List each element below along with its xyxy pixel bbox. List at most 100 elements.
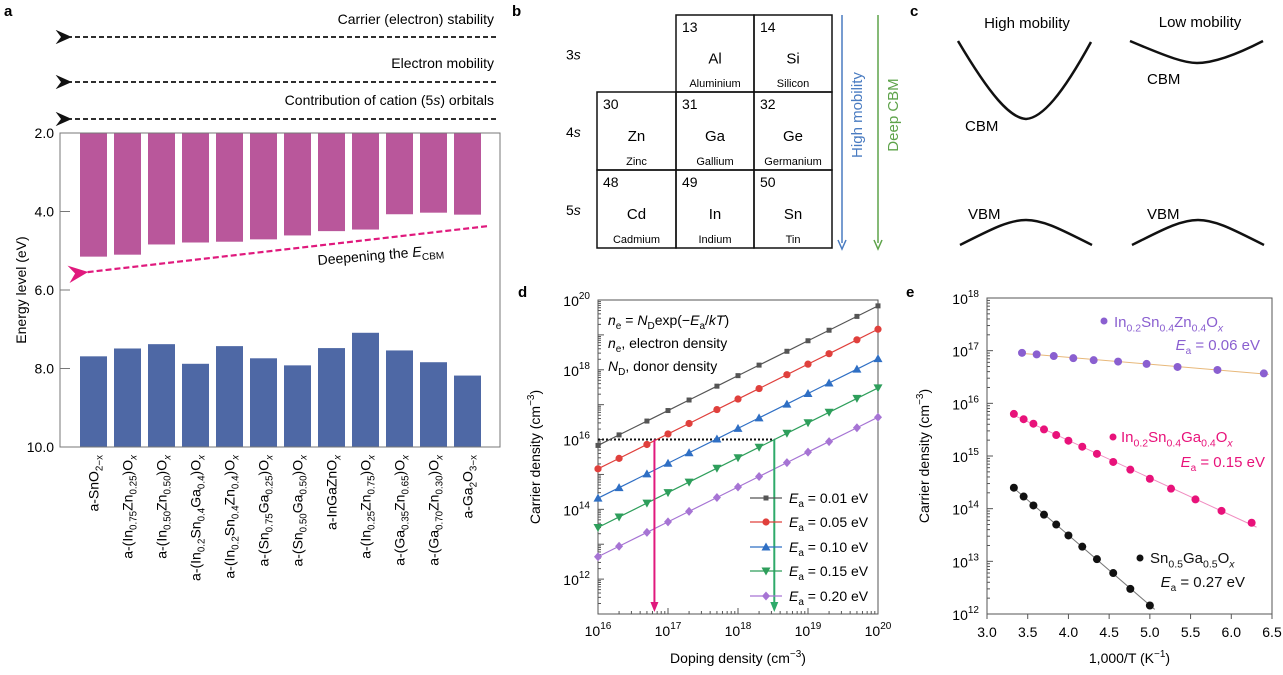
y-axis-label: Energy level (eV): [13, 236, 29, 343]
data-point: [782, 399, 792, 408]
legend-entry: Ea = 0.10 eV: [750, 539, 869, 559]
vbm-bar: [352, 332, 379, 447]
vbm-curve-low-mobility: [1131, 218, 1265, 247]
cbm-label-high: CBM: [965, 118, 998, 135]
cbm-bar: [250, 133, 277, 240]
panel-label-a: a: [4, 3, 13, 20]
data-point: [804, 360, 812, 368]
element-symbol: Al: [708, 51, 721, 68]
data-point: [713, 405, 721, 414]
panel-label-b: b: [512, 3, 521, 20]
data-point: [733, 423, 743, 432]
data-point: [663, 458, 673, 467]
cbm-bar: [420, 133, 447, 213]
data-point: [1167, 484, 1176, 493]
data-point: [874, 325, 882, 333]
x-tick-label: 1018: [725, 621, 752, 639]
trend-label: Carrier (electron) stability: [338, 11, 494, 27]
series-0.05: [594, 325, 882, 473]
data-point: [663, 489, 673, 498]
data-point: [733, 454, 743, 463]
x-tick-label: a-(In0.2Sn0.4Zn0.4)Ox​: [222, 454, 242, 579]
data-point: [594, 465, 602, 473]
x-tick-label: 1019: [795, 621, 822, 639]
cbm-bar: [148, 133, 175, 245]
cbm-bar: [80, 133, 107, 257]
data-point: [761, 542, 771, 551]
element-name: Tin: [786, 234, 801, 246]
x-axis-label: Doping density (cm−3): [670, 649, 806, 666]
y-tick-label: 4.0: [35, 204, 55, 220]
data-point: [1019, 492, 1028, 501]
element-cell-ga: 31 Ga Gallium: [675, 91, 755, 171]
data-point: [1049, 352, 1058, 361]
element-cell-zn: 30 Zn Zinc: [596, 91, 677, 171]
x-tick-label: 3.5: [1018, 624, 1038, 640]
legend: Ea = 0.01 eV Ea = 0.05 eV Ea = 0.10 eV Ea =…: [750, 490, 869, 608]
data-point: [616, 432, 622, 438]
deepening-label: Deepening the ECBM: [317, 241, 445, 272]
x-tick-label: a-(Sn0.50Ga0.50)Ox​: [290, 454, 310, 567]
x-tick-label: a-(In0.2Sn0.4Ga0.4)Ox​: [188, 454, 208, 581]
y-tick-label: 10.0: [27, 439, 54, 455]
element-name: Zinc: [626, 156, 647, 168]
x-tick-label: 5.0: [1140, 624, 1160, 640]
element-symbol: Si: [786, 51, 799, 68]
cbm-label-low: CBM: [1147, 71, 1180, 88]
element-symbol: In: [709, 206, 722, 223]
panel-e: e 1012 1013 1014 1015 1016 1017 1018 3.0 3.5 4.0 4…: [906, 284, 1282, 666]
data-point: [852, 423, 861, 433]
data-point: [854, 313, 860, 319]
data-point: [755, 471, 764, 481]
data-point: [1009, 409, 1018, 418]
data-point: [763, 495, 769, 501]
vbm-bar: [284, 365, 311, 447]
legend-marker: [1136, 554, 1144, 562]
element-name: Indium: [698, 234, 731, 246]
data-point: [595, 442, 601, 448]
series-0.10: [593, 354, 883, 502]
series-0.15: [593, 384, 883, 532]
element-cell-si: 14 Si Silicon: [753, 14, 833, 93]
x-tick-label: a-SnO2−x​: [86, 455, 106, 512]
drop-arrow-head: [650, 602, 659, 612]
atomic-number: 32: [760, 96, 776, 112]
data-point: [1092, 555, 1101, 564]
legend-marker: [1109, 433, 1117, 441]
arrow-head: [873, 239, 883, 251]
x-tick-label: 1016: [585, 621, 612, 639]
series-label: In0.2Sn0.4Ga0.4Ox​: [1121, 429, 1233, 450]
element-name: Silicon: [777, 78, 809, 90]
data-point: [805, 338, 811, 344]
cbm-curve-low-mobility: [1129, 39, 1264, 65]
data-point: [853, 336, 861, 344]
vbm-label-low: VBM: [1147, 206, 1180, 223]
cbm-bar: [182, 133, 209, 243]
data-point: [1040, 510, 1048, 519]
data-point: [1217, 506, 1226, 515]
orbital-row-label: 4s: [566, 124, 581, 140]
cbm-bar: [114, 133, 141, 255]
y-tick-label: 1012: [952, 605, 979, 623]
y-tick-label: 1018: [563, 361, 590, 379]
data-point: [826, 327, 832, 333]
data-point: [1009, 483, 1018, 492]
y-tick-label: 2.0: [35, 125, 55, 141]
data-point: [803, 388, 813, 397]
data-point: [593, 493, 603, 502]
bars: [80, 133, 481, 447]
element-symbol: Sn: [784, 206, 802, 223]
x-tick-label: 6.0: [1222, 624, 1242, 640]
x-tick-label: 6.5: [1262, 624, 1282, 640]
element-symbol: Cd: [627, 206, 646, 223]
data-point: [1069, 354, 1078, 363]
data-point: [665, 408, 671, 414]
data-point: [685, 419, 693, 428]
x-tick-label: 1017: [655, 621, 682, 639]
panel-b: b 3s 4s 5s 13 Al Aluminium 14 Si Silicon 30 Zn Zinc…: [512, 3, 902, 251]
data-point: [734, 395, 742, 403]
data-point: [712, 464, 722, 473]
x-tick-label: 5.5: [1181, 624, 1201, 640]
panel-c: c High mobility Low mobility CBM CBM VBM…: [910, 3, 1265, 247]
